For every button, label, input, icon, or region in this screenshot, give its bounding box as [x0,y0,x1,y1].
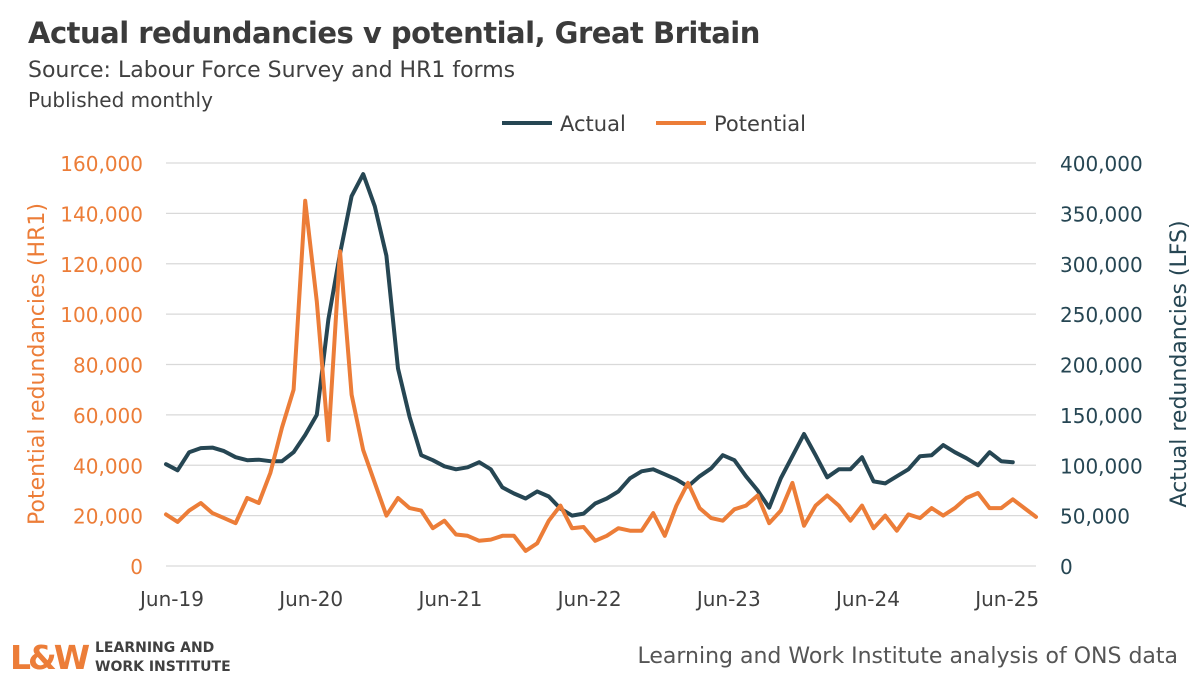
x-tick-label: Jun-20 [277,587,343,611]
series-line-potential [164,198,1038,553]
gridlines [166,162,1036,567]
left-axis-ticks: 0 20,000 40,000 60,000 80,000 100,000 120,000 1… [60,152,143,579]
x-tick-label: Jun-21 [416,587,482,611]
x-tick-label: Jun-22 [556,587,622,611]
right-tick-label: 300,000 [1060,253,1143,277]
x-axis-ticks: Jun-19 Jun-20 Jun-21 Jun-22 Jun-23 Jun-24 Jun-… [138,587,1039,611]
left-tick-label: 160,000 [60,152,143,176]
left-tick-label: 40,000 [73,454,143,478]
chart-title: Actual redundancies v potential, Great B… [28,16,760,50]
right-tick-label: 400,000 [1060,152,1143,176]
lw-logo-graphic: L&W LEARNING AND WORK INSTITUTE [10,638,231,677]
legend-actual-label: Actual [560,112,626,136]
publication-frequency: Published monthly [28,88,213,112]
left-tick-label: 140,000 [60,202,143,226]
x-tick-label: Jun-24 [834,587,900,611]
left-tick-label: 80,000 [73,354,143,378]
right-tick-label: 150,000 [1060,404,1143,428]
lw-logo-mark: L&W [10,638,90,676]
left-tick-label: 0 [130,555,143,579]
chart-subtitle: Source: Labour Force Survey and HR1 form… [28,58,516,83]
x-tick-label: Jun-19 [138,587,204,611]
series-lines [164,172,1038,553]
left-tick-label: 20,000 [73,505,143,529]
left-axis-label: Potential redundancies (HR1) [25,203,50,525]
right-tick-label: 350,000 [1060,202,1143,226]
footer-source: Learning and Work Institute analysis of … [637,644,1179,669]
left-tick-label: 120,000 [60,253,143,277]
left-tick-label: 100,000 [60,303,143,327]
right-axis-label: Actual redundancies (LFS) [1167,220,1192,507]
x-tick-label: Jun-23 [695,587,761,611]
right-tick-label: 200,000 [1060,354,1143,378]
series-line-actual [164,172,1015,518]
x-tick-label: Jun-25 [973,587,1039,611]
left-tick-label: 60,000 [73,404,143,428]
right-tick-label: 250,000 [1060,303,1143,327]
lw-logo: L&W LEARNING AND WORK INSTITUTE [10,636,260,677]
right-axis-ticks: 0 50,000 100,000 150,000 200,000 250,000 300,0… [1060,152,1143,579]
legend-potential-label: Potential [714,112,806,136]
right-tick-label: 0 [1060,555,1073,579]
right-tick-label: 50,000 [1060,505,1130,529]
legend: Actual Potential [502,112,806,136]
lw-logo-line1: LEARNING AND [95,640,214,656]
right-tick-label: 100,000 [1060,454,1143,478]
lw-logo-line2: WORK INSTITUTE [95,659,231,675]
